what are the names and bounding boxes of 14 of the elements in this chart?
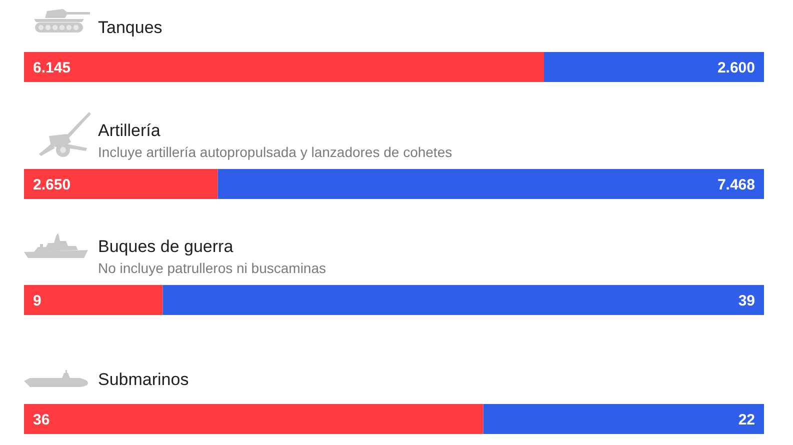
chart-subtitle: Incluye artillería autopropulsada y lanzadores de cohetes [98, 143, 452, 161]
chart-title: Submarinos [98, 369, 189, 391]
data-label: 36 [33, 411, 50, 428]
data-label: 6.145 [33, 59, 71, 76]
chart-title: Tanques [98, 17, 162, 39]
data-label: 2.600 [717, 59, 755, 76]
data-label: 9 [33, 292, 42, 310]
data-label: 7.468 [717, 176, 755, 194]
data-label: 22 [738, 411, 755, 428]
chart-title: Artillería [98, 120, 160, 142]
chart-subtitle: No incluye patrulleros ni buscaminas [98, 259, 326, 277]
chart-title: Buques de guerra [98, 236, 234, 258]
data-label: 2.650 [33, 176, 71, 194]
data-label: 39 [738, 292, 755, 310]
